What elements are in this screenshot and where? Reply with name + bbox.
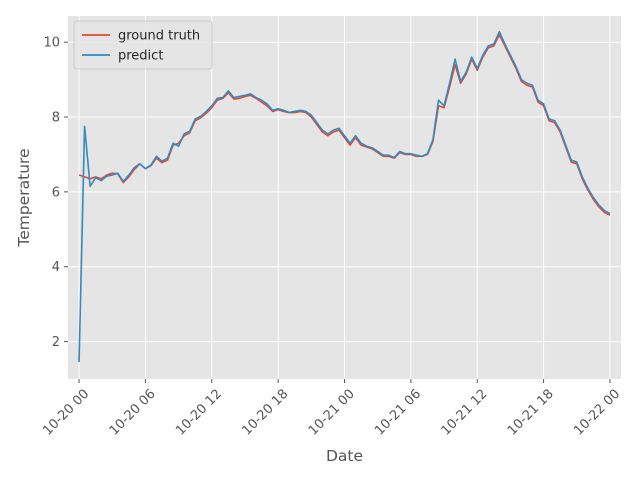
y-tick-label: 8 (52, 111, 60, 126)
y-tick-label: 6 (52, 185, 60, 200)
y-axis-label: Temperature (15, 148, 33, 247)
series-lines (78, 30, 611, 363)
legend-label: ground truth (118, 29, 200, 44)
y-axis: 2 4 6 8 10 (43, 36, 68, 350)
series-line-ground-truth (78, 33, 611, 216)
legend-box (73, 20, 213, 70)
y-tick-label: 10 (43, 36, 60, 51)
y-tick-label: 2 (52, 335, 60, 350)
legend: ground truth predict (73, 20, 213, 70)
x-axis-label: Date (326, 447, 363, 465)
series-line-predict (78, 30, 611, 363)
y-tick-label: 4 (52, 260, 60, 275)
legend-label: predict (118, 49, 163, 64)
